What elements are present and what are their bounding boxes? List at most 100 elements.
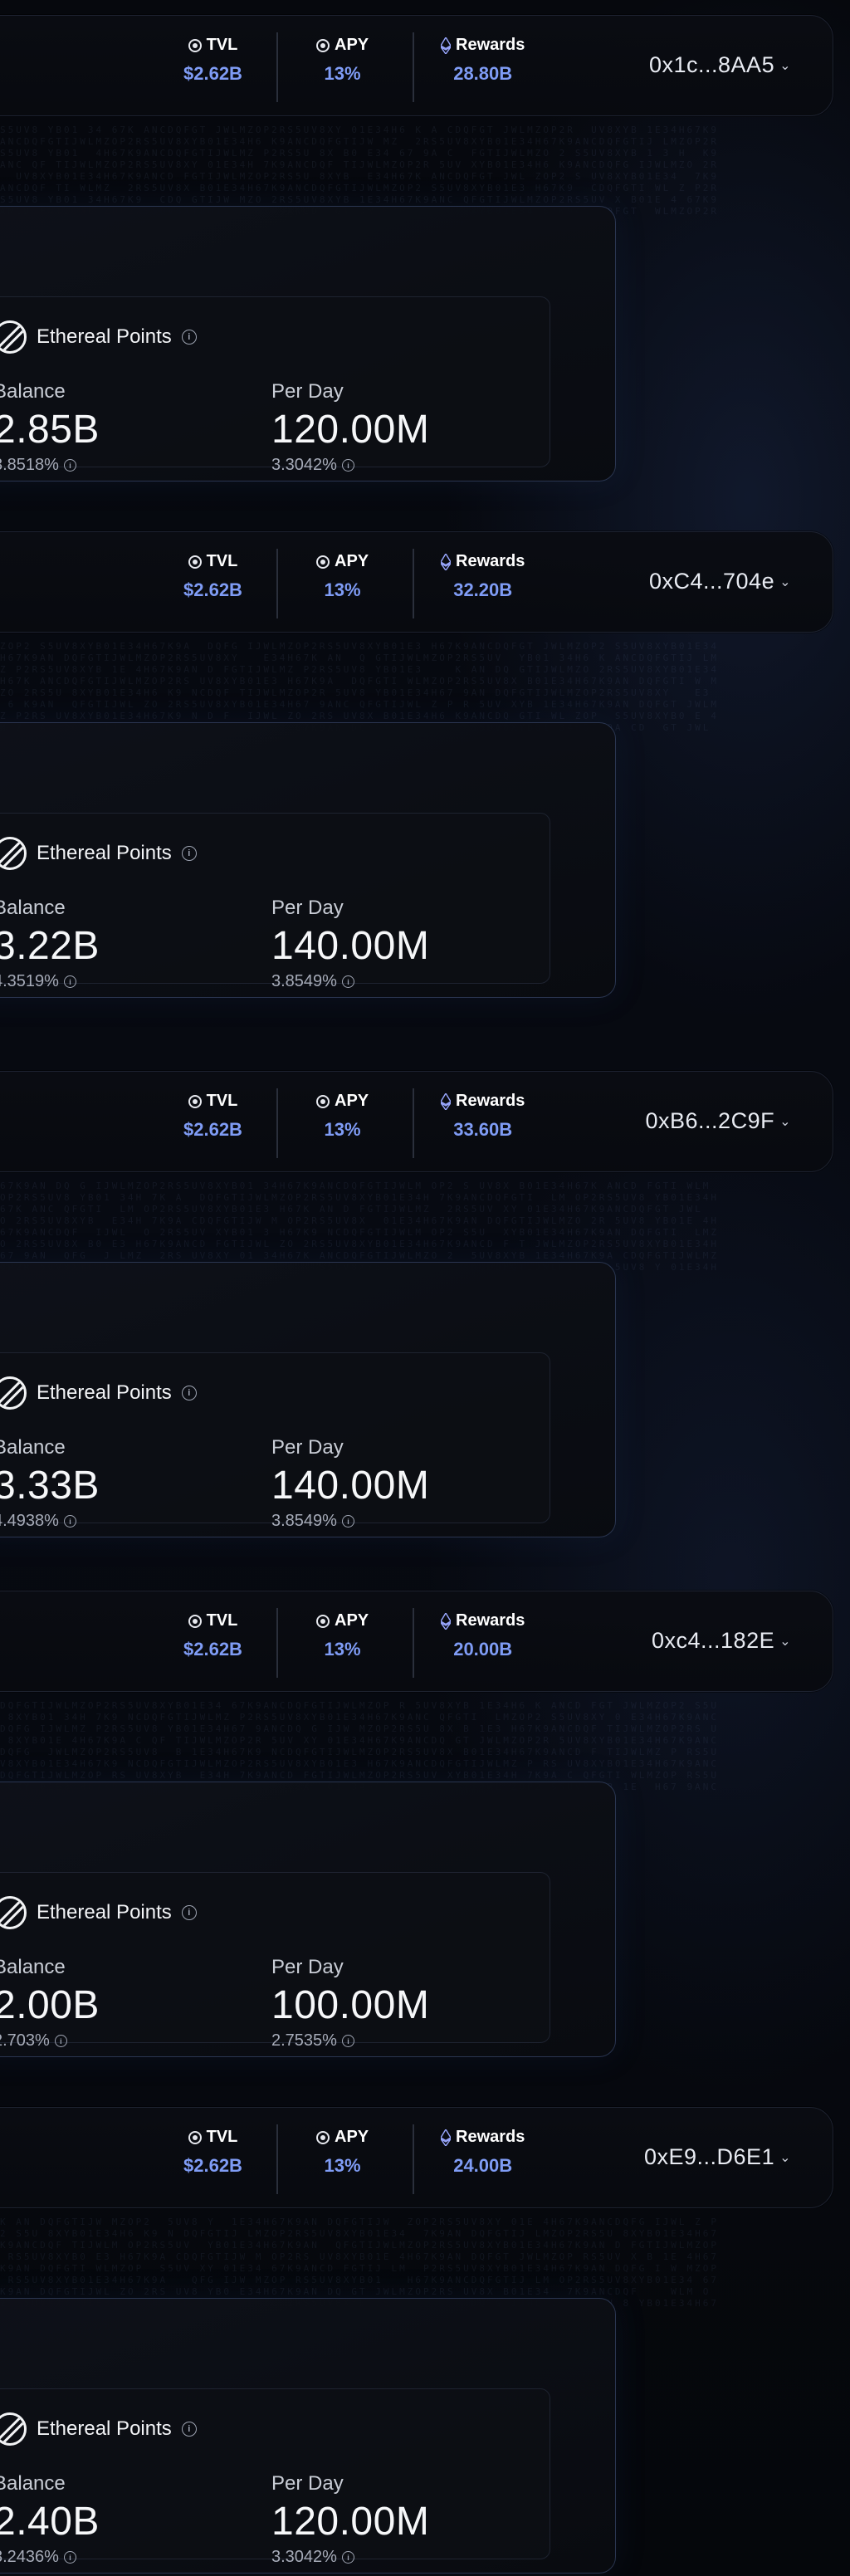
stat-tvl: TVL $2.62B (183, 1092, 242, 1141)
points-title: Ethereal Points (37, 842, 172, 864)
info-icon[interactable]: i (341, 975, 354, 988)
stat-tvl-label: TVL (183, 1092, 242, 1111)
ethereal-points-card: Ethereal PointsiBalance3.22B4.3519%iPer … (0, 813, 550, 990)
stat-label-text: Rewards (456, 2128, 525, 2146)
stat-apy-value: 13% (324, 2155, 361, 2176)
ethereal-logo-icon (0, 2412, 27, 2446)
points-title: Ethereal Points (37, 2417, 172, 2440)
info-icon[interactable]: i (181, 1905, 197, 1920)
points-card-title: Ethereal Points i (0, 1376, 197, 1410)
percent-text: 3.2436% (0, 2548, 59, 2566)
stat-label-text: TVL (206, 552, 238, 570)
percent-text: 2.703% (0, 2031, 50, 2050)
percent-text: 3.8549% (271, 1512, 337, 1530)
metric-balance-percent: 4.4938% i (0, 1512, 100, 1531)
metric-balance-value: 3.33B (0, 1464, 100, 1508)
wallet-address-dropdown[interactable]: 0xC4...704e ⌄ (649, 569, 791, 594)
stat-rewards-label: Rewards (441, 1611, 525, 1630)
stat-divider (413, 1608, 414, 1678)
ethereal-points-card: Ethereal PointsiBalance3.33B4.4938%iPer … (0, 1352, 550, 1530)
stat-rewards: Rewards 32.20B (441, 552, 525, 601)
metric-perday: Per Day 120.00M 3.3042% i (271, 380, 429, 475)
stat-divider (276, 1088, 278, 1158)
points-panel: Ethereal Points i Balance 2.85B 3.8518%i Per … (0, 206, 616, 481)
metric-balance: Balance 2.85B 3.8518% i (0, 380, 100, 475)
metric-balance-value: 2.85B (0, 408, 100, 452)
stat-tvl-value: $2.62B (183, 63, 242, 84)
stat-tvl: TVL $2.62B (183, 36, 242, 85)
points-card-title: Ethereal Points i (0, 837, 197, 870)
info-icon[interactable]: i (341, 1515, 354, 1528)
metric-balance-label: Balance (0, 2472, 66, 2495)
chevron-down-icon: ⌄ (779, 2150, 791, 2165)
stat-label-text: APY (335, 552, 369, 570)
stat-rewards-value: 20.00B (453, 1639, 513, 1659)
stats-bar: TVL $2.62B APY 13% Rewards 32.20B 0xC4...704e ⌄ (0, 531, 833, 633)
info-icon[interactable]: i (63, 1515, 76, 1528)
stat-tvl-value: $2.62B (183, 1639, 242, 1659)
points-title: Ethereal Points (37, 325, 172, 348)
stat-divider (413, 32, 414, 102)
stat-tvl: TVL $2.62B (183, 2128, 242, 2177)
info-icon[interactable]: i (341, 459, 354, 472)
info-icon[interactable]: i (181, 1386, 197, 1400)
points-card-title: Ethereal Points i (0, 2412, 197, 2446)
coin-icon (188, 1614, 202, 1628)
wallet-address-dropdown[interactable]: 0xB6...2C9F ⌄ (646, 1108, 791, 1134)
points-title: Ethereal Points (37, 1901, 172, 1923)
ethereum-icon (441, 1092, 451, 1110)
points-panel: Ethereal PointsiBalance3.33B4.4938%iPer … (0, 1262, 616, 1537)
info-icon[interactable]: i (341, 2035, 354, 2047)
metric-perday: Per Day 100.00M 2.7535% i (271, 1956, 429, 2051)
metric-balance-percent: 4.3519% i (0, 972, 100, 991)
metric-balance-value: 2.00B (0, 1983, 100, 2027)
stat-divider (276, 32, 278, 102)
stat-rewards-value: 28.80B (453, 63, 513, 84)
metric-balance-label: Balance (0, 380, 66, 403)
coin-icon (316, 2130, 330, 2144)
info-icon[interactable]: i (63, 459, 76, 472)
stats-bar: TVL $2.62B APY 13% Rewards 20.00B 0xc4...182E ⌄ (0, 1591, 833, 1692)
info-icon[interactable]: i (63, 2551, 76, 2564)
stat-apy-label: APY (316, 2128, 369, 2147)
stat-divider (276, 2124, 278, 2194)
wallet-block: TVL $2.62B APY 13% Rewards 28.80B 0x1c...8AA5 ⌄… (0, 0, 850, 515)
metric-balance-percent: 2.703% i (0, 2031, 100, 2051)
info-icon[interactable]: i (54, 2035, 67, 2047)
chevron-down-icon: ⌄ (779, 574, 791, 589)
wallet-address-dropdown[interactable]: 0x1c...8AA5 ⌄ (649, 52, 791, 78)
stat-apy: APY 13% (316, 1092, 369, 1141)
chevron-down-icon: ⌄ (779, 58, 791, 73)
metric-perday-percent: 3.8549% i (271, 972, 429, 991)
stats-bar: TVL $2.62B APY 13% Rewards 33.60B 0xB6...2C9F ⌄ (0, 1071, 833, 1172)
coin-icon (316, 1614, 330, 1628)
stat-tvl-label: TVL (183, 36, 242, 55)
chevron-down-icon: ⌄ (779, 1114, 791, 1129)
metric-perday-percent: 3.3042% i (271, 456, 429, 475)
stat-apy-label: APY (316, 552, 369, 571)
stat-rewards: Rewards 20.00B (441, 1611, 525, 1660)
stat-rewards-label: Rewards (441, 1092, 525, 1111)
info-icon[interactable]: i (181, 330, 197, 345)
metric-perday: Per Day 140.00M 3.8549% i (271, 897, 429, 991)
info-icon[interactable]: i (181, 846, 197, 861)
info-icon[interactable]: i (341, 2551, 354, 2564)
points-card-title: Ethereal Points i (0, 1896, 197, 1929)
stat-label-text: APY (335, 2128, 369, 2146)
percent-text: 4.3519% (0, 972, 59, 990)
wallet-address-dropdown[interactable]: 0xE9...D6E1 ⌄ (644, 2144, 791, 2170)
wallet-address: 0x1c...8AA5 (649, 52, 775, 77)
metric-balance-percent: 3.8518% i (0, 456, 100, 475)
stat-label-text: TVL (206, 1092, 238, 1110)
wallet-address-dropdown[interactable]: 0xc4...182E ⌄ (652, 1628, 791, 1654)
info-icon[interactable]: i (181, 2422, 197, 2437)
metric-balance: Balance 2.00B 2.703% i (0, 1956, 100, 2051)
wallet-block: TVL $2.62B APY 13% Rewards 32.20B 0xC4...704e ⌄… (0, 516, 850, 1031)
stat-label-text: APY (335, 36, 369, 54)
metric-perday: Per Day 120.00M 3.3042% i (271, 2472, 429, 2567)
metric-perday-label: Per Day (271, 1956, 344, 1978)
ethereal-logo-icon (0, 1896, 27, 1929)
info-icon[interactable]: i (63, 975, 76, 988)
